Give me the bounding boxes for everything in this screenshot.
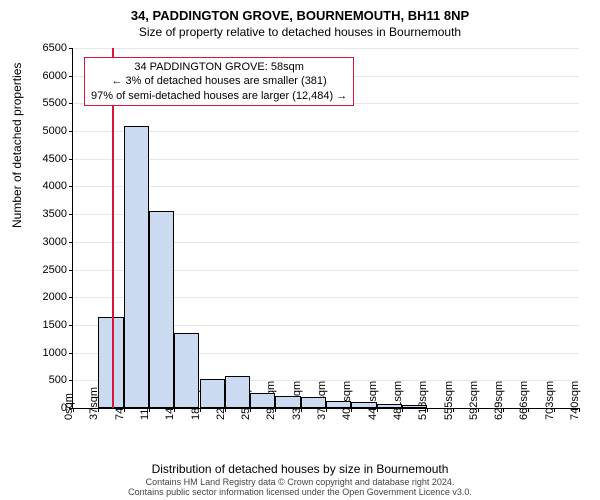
gridline bbox=[73, 48, 579, 49]
gridline bbox=[73, 159, 579, 160]
histogram-bar bbox=[326, 401, 351, 408]
footer-line-2: Contains public sector information licen… bbox=[0, 488, 600, 498]
y-tick-label: 6000 bbox=[43, 70, 67, 82]
gridline bbox=[73, 186, 579, 187]
footer-attribution: Contains HM Land Registry data © Crown c… bbox=[0, 478, 600, 498]
histogram-bar bbox=[98, 317, 123, 408]
histogram-bar bbox=[351, 402, 376, 408]
histogram-bar bbox=[250, 393, 275, 409]
y-tick bbox=[69, 159, 73, 160]
y-tick-label: 2000 bbox=[43, 291, 67, 303]
y-tick bbox=[69, 186, 73, 187]
annotation-line-2: ← 3% of detached houses are smaller (381… bbox=[91, 74, 347, 88]
histogram-bar bbox=[174, 333, 199, 408]
annotation-box: 34 PADDINGTON GROVE: 58sqm ← 3% of detac… bbox=[84, 57, 354, 106]
y-tick bbox=[69, 353, 73, 354]
chart-title: 34, PADDINGTON GROVE, BOURNEMOUTH, BH11 … bbox=[0, 0, 600, 23]
histogram-bar bbox=[124, 126, 149, 408]
y-tick-label: 1000 bbox=[43, 347, 67, 359]
y-axis-label: Number of detached properties bbox=[10, 63, 24, 228]
y-tick bbox=[69, 297, 73, 298]
histogram-bar bbox=[402, 405, 427, 408]
y-tick-label: 5500 bbox=[43, 97, 67, 109]
histogram-bar bbox=[225, 376, 250, 408]
y-tick-label: 4500 bbox=[43, 153, 67, 165]
y-tick bbox=[69, 48, 73, 49]
histogram-bar bbox=[301, 397, 326, 408]
chart-container: 34, PADDINGTON GROVE, BOURNEMOUTH, BH11 … bbox=[0, 0, 600, 500]
y-tick bbox=[69, 380, 73, 381]
chart-subtitle: Size of property relative to detached ho… bbox=[0, 23, 600, 39]
gridline bbox=[73, 131, 579, 132]
y-tick-label: 500 bbox=[49, 374, 67, 386]
y-tick-label: 1500 bbox=[43, 319, 67, 331]
y-tick-label: 3500 bbox=[43, 208, 67, 220]
y-tick-label: 4000 bbox=[43, 180, 67, 192]
y-tick-label: 5000 bbox=[43, 125, 67, 137]
y-tick-label: 6500 bbox=[43, 42, 67, 54]
y-tick bbox=[69, 242, 73, 243]
y-tick bbox=[69, 76, 73, 77]
y-tick bbox=[69, 270, 73, 271]
annotation-line-1: 34 PADDINGTON GROVE: 58sqm bbox=[91, 60, 347, 74]
histogram-bar bbox=[149, 211, 174, 408]
y-tick-label: 2500 bbox=[43, 264, 67, 276]
y-tick bbox=[69, 131, 73, 132]
histogram-bar bbox=[275, 396, 300, 408]
histogram-bar bbox=[377, 404, 402, 408]
histogram-bar bbox=[200, 379, 225, 408]
y-tick bbox=[69, 325, 73, 326]
y-tick bbox=[69, 214, 73, 215]
y-tick bbox=[69, 103, 73, 104]
y-tick-label: 3000 bbox=[43, 236, 67, 248]
annotation-line-3: 97% of semi-detached houses are larger (… bbox=[91, 89, 347, 103]
x-axis-label: Distribution of detached houses by size … bbox=[0, 462, 600, 476]
